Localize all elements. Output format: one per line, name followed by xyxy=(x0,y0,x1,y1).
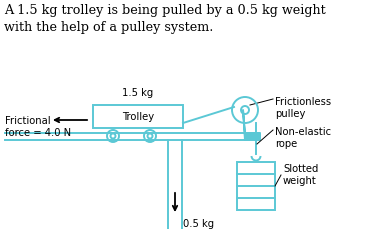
Text: 0.5 kg: 0.5 kg xyxy=(183,219,214,229)
Text: Frictional
force = 4.0 N: Frictional force = 4.0 N xyxy=(5,116,71,138)
Text: Slotted
weight: Slotted weight xyxy=(283,164,318,186)
Text: Non-elastic
rope: Non-elastic rope xyxy=(275,127,331,149)
Bar xyxy=(237,162,275,210)
Text: Trolley: Trolley xyxy=(122,112,154,122)
Bar xyxy=(93,105,183,128)
Polygon shape xyxy=(243,110,260,140)
Text: Frictionless
pulley: Frictionless pulley xyxy=(275,97,331,119)
Text: A 1.5 kg trolley is being pulled by a 0.5 kg weight
with the help of a pulley sy: A 1.5 kg trolley is being pulled by a 0.… xyxy=(4,4,326,35)
Text: 1.5 kg: 1.5 kg xyxy=(122,88,154,98)
